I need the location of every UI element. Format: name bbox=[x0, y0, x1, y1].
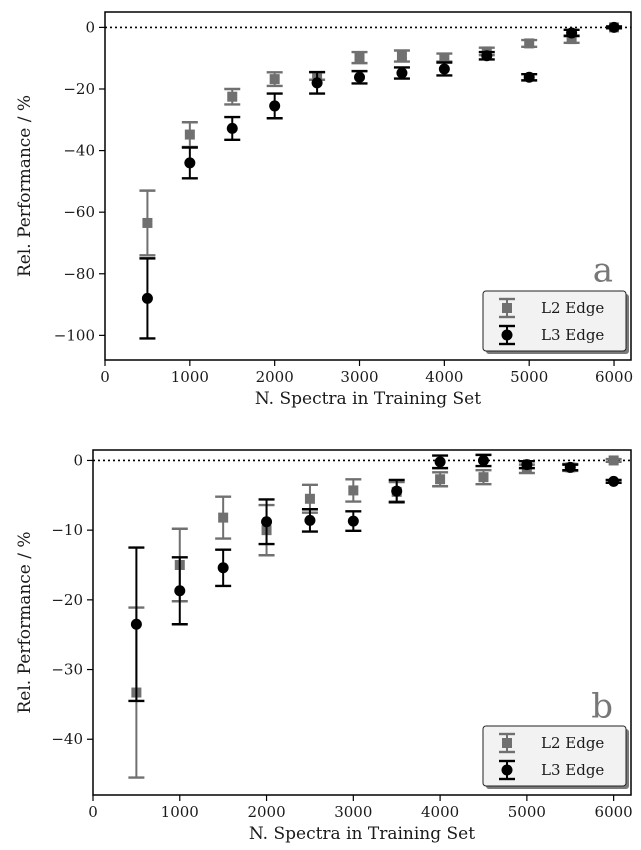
y-tick-label: −30 bbox=[51, 661, 83, 679]
x-tick-label: 1000 bbox=[161, 803, 199, 821]
data-point bbox=[566, 27, 578, 39]
data-point bbox=[564, 461, 576, 473]
data-point bbox=[523, 71, 535, 83]
plot-frame bbox=[92, 449, 632, 796]
data-point bbox=[608, 455, 619, 466]
data-point bbox=[348, 485, 359, 496]
data-point bbox=[311, 77, 323, 89]
legend-marker bbox=[502, 303, 512, 313]
data-point bbox=[217, 562, 229, 574]
y-tick-label: −20 bbox=[51, 591, 83, 609]
data-point bbox=[142, 217, 153, 228]
legend-label: L2 Edge bbox=[541, 734, 604, 752]
chart-panel-b: 0 1000 2000 3000 4000 5000 6000 0 −10 −20 −30 −40 N.… bbox=[15, 449, 633, 844]
legend: L2 Edge L3 Edge bbox=[482, 725, 629, 789]
x-axis-label: N. Spectra in Training Set bbox=[249, 824, 475, 844]
x-tick-label: 1000 bbox=[171, 368, 209, 386]
data-point bbox=[227, 91, 238, 102]
chart-panel-a: 0 1000 2000 3000 4000 5000 6000 0 −20 −40 −60 −80 −1… bbox=[15, 11, 633, 409]
x-tick-label: 0 bbox=[88, 803, 98, 821]
y-tick-label: −80 bbox=[63, 265, 95, 283]
x-tick-label: 0 bbox=[100, 368, 110, 386]
data-point bbox=[141, 292, 153, 304]
y-tick-label: −40 bbox=[63, 142, 95, 160]
data-point bbox=[439, 52, 450, 63]
y-axis-label: Rel. Performance / % bbox=[15, 531, 35, 713]
data-point bbox=[184, 129, 195, 140]
x-tick-label: 4000 bbox=[421, 803, 459, 821]
legend-entry: L2 Edge bbox=[499, 297, 604, 319]
data-point bbox=[608, 475, 620, 487]
data-point bbox=[354, 52, 365, 63]
x-tick-label: 5000 bbox=[508, 803, 546, 821]
data-point bbox=[261, 516, 273, 528]
y-axis-label: Rel. Performance / % bbox=[15, 95, 35, 277]
data-point bbox=[269, 74, 280, 85]
data-point bbox=[347, 515, 359, 527]
y-tick-label: −100 bbox=[54, 326, 95, 344]
data-point bbox=[396, 51, 407, 62]
y-tick-label: −60 bbox=[63, 203, 95, 221]
series-l3-edge bbox=[128, 453, 622, 703]
legend-entry: L2 Edge bbox=[499, 732, 604, 754]
data-point bbox=[218, 512, 229, 523]
x-axis-label: N. Spectra in Training Set bbox=[255, 389, 481, 409]
data-point bbox=[477, 454, 489, 466]
data-point bbox=[524, 38, 535, 49]
x-tick-label: 3000 bbox=[334, 803, 372, 821]
panel-letter: b bbox=[591, 686, 613, 726]
x-tick-label: 6000 bbox=[595, 803, 633, 821]
panel-letter: a bbox=[593, 251, 613, 291]
legend-box bbox=[482, 290, 627, 352]
data-point bbox=[304, 514, 316, 526]
legend-marker bbox=[501, 329, 513, 341]
data-point bbox=[481, 50, 493, 62]
y-tick-label: −10 bbox=[51, 521, 83, 539]
legend-box bbox=[482, 725, 627, 787]
y-tick-label: 0 bbox=[73, 451, 83, 469]
data-point bbox=[184, 157, 196, 169]
x-tick-label: 4000 bbox=[425, 368, 463, 386]
data-point bbox=[434, 456, 446, 468]
data-point bbox=[304, 493, 315, 504]
legend-label: L3 Edge bbox=[541, 326, 604, 344]
legend: L2 Edge L3 Edge bbox=[482, 290, 629, 354]
y-tick-label: −20 bbox=[63, 80, 95, 98]
legend-label: L2 Edge bbox=[541, 299, 604, 317]
legend-marker bbox=[502, 738, 512, 748]
data-point bbox=[130, 618, 142, 630]
data-point bbox=[396, 67, 408, 79]
legend-entry: L3 Edge bbox=[499, 759, 604, 781]
data-point bbox=[354, 71, 366, 83]
y-tick-label: −40 bbox=[51, 730, 83, 748]
legend-entry: L3 Edge bbox=[499, 324, 604, 346]
data-point bbox=[435, 474, 446, 485]
x-tick-label: 2000 bbox=[247, 803, 285, 821]
data-point bbox=[438, 63, 450, 75]
series-l3-edge bbox=[139, 21, 623, 340]
data-point bbox=[391, 485, 403, 497]
data-point bbox=[226, 122, 238, 134]
data-point bbox=[521, 459, 533, 471]
y-tick-label: 0 bbox=[85, 18, 95, 36]
legend-marker bbox=[501, 764, 513, 776]
plot-frame bbox=[104, 11, 632, 361]
x-tick-label: 3000 bbox=[340, 368, 378, 386]
legend-label: L3 Edge bbox=[541, 761, 604, 779]
x-tick-label: 6000 bbox=[595, 368, 633, 386]
data-point bbox=[566, 34, 577, 45]
series-l2-edge bbox=[139, 22, 623, 257]
data-point bbox=[174, 585, 186, 597]
data-point bbox=[269, 100, 281, 112]
data-point bbox=[608, 21, 620, 33]
data-point bbox=[478, 472, 489, 483]
x-tick-label: 2000 bbox=[256, 368, 294, 386]
x-tick-label: 5000 bbox=[510, 368, 548, 386]
